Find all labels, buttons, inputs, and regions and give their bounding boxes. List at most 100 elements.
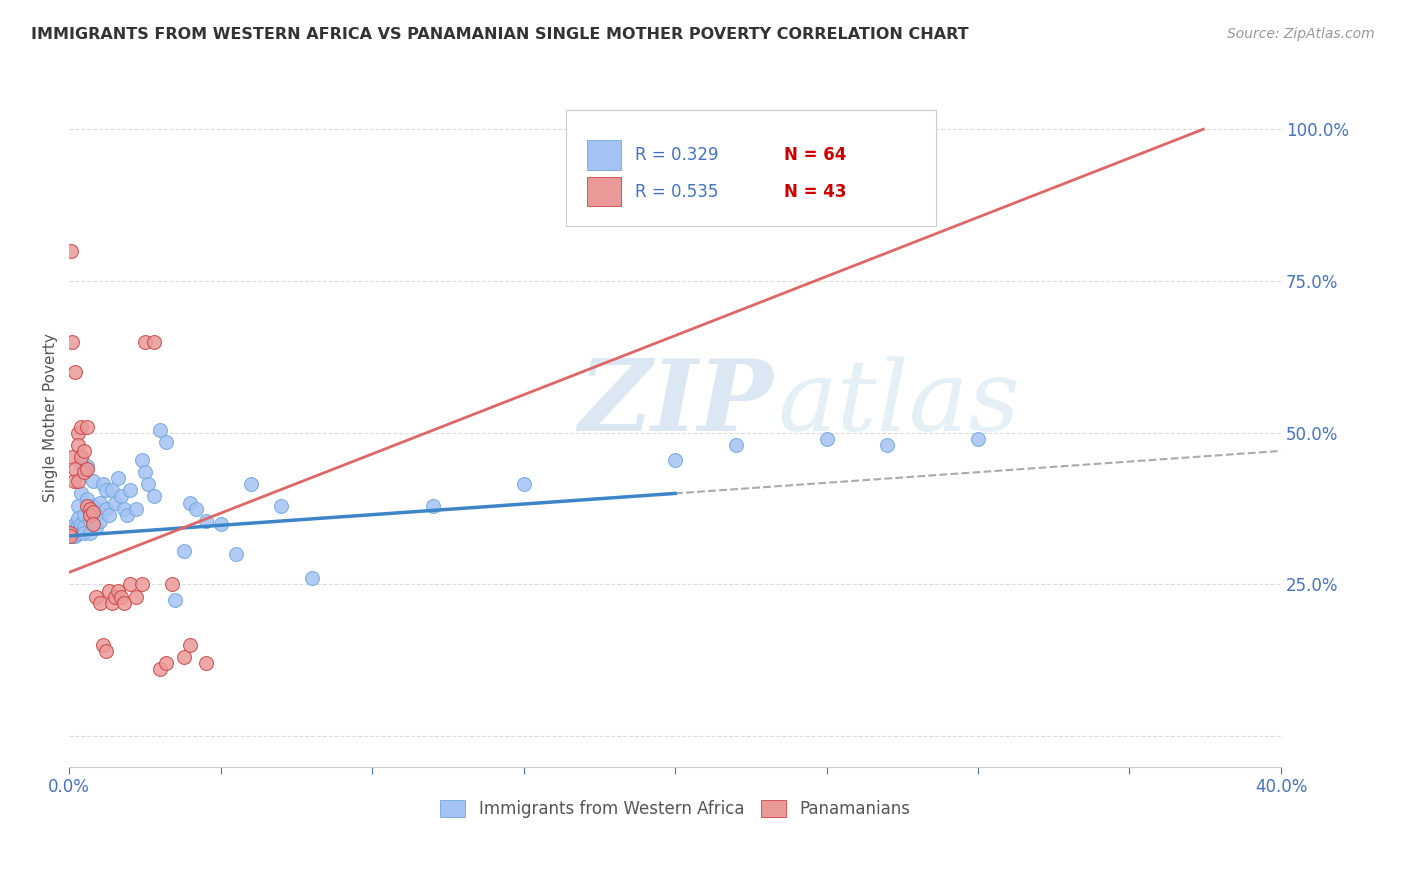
Point: [62, 475, 84, 489]
Point: [94, 483, 117, 498]
Point: [107, 583, 129, 598]
Point: [79, 508, 101, 522]
Point: [270, 499, 292, 513]
Bar: [586, 140, 620, 169]
Point: [125, 501, 148, 516]
Point: [100, 596, 122, 610]
Point: [131, 453, 153, 467]
Point: [79, 525, 101, 540]
Point: [73, 520, 96, 534]
Text: N = 64: N = 64: [785, 146, 846, 164]
Point: [104, 590, 127, 604]
Point: [59, 523, 82, 537]
Point: [67, 475, 90, 489]
Point: [194, 514, 217, 528]
Point: [82, 505, 104, 519]
Point: [67, 438, 90, 452]
Point: [104, 495, 127, 509]
Point: [131, 577, 153, 591]
Point: [240, 477, 263, 491]
Text: Source: ZipAtlas.com: Source: ZipAtlas.com: [1227, 27, 1375, 41]
Point: [69, 520, 91, 534]
Text: R = 0.329: R = 0.329: [636, 146, 718, 164]
Point: [134, 334, 156, 349]
Point: [60, 520, 83, 534]
Text: N = 43: N = 43: [785, 183, 846, 201]
Point: [179, 638, 201, 652]
Point: [65, 516, 87, 531]
Point: [173, 544, 195, 558]
Point: [76, 499, 98, 513]
Point: [94, 644, 117, 658]
Point: [91, 638, 114, 652]
Point: [110, 590, 132, 604]
Point: [76, 492, 98, 507]
Point: [194, 657, 217, 671]
Point: [67, 499, 90, 513]
Point: [67, 510, 90, 524]
Point: [82, 475, 104, 489]
Text: atlas: atlas: [778, 356, 1021, 451]
Point: [724, 438, 747, 452]
Point: [512, 477, 534, 491]
Point: [65, 462, 87, 476]
Point: [62, 529, 84, 543]
Point: [73, 444, 96, 458]
Point: [149, 423, 172, 437]
Text: IMMIGRANTS FROM WESTERN AFRICA VS PANAMANIAN SINGLE MOTHER POVERTY CORRELATION C: IMMIGRANTS FROM WESTERN AFRICA VS PANAMA…: [31, 27, 969, 42]
Point: [118, 577, 141, 591]
Point: [301, 571, 323, 585]
Point: [76, 459, 98, 474]
Point: [160, 577, 183, 591]
Point: [79, 501, 101, 516]
Point: [70, 486, 93, 500]
Point: [76, 419, 98, 434]
Point: [186, 501, 208, 516]
Point: [664, 453, 686, 467]
Point: [125, 590, 148, 604]
Point: [112, 501, 135, 516]
Point: [86, 520, 108, 534]
Point: [118, 483, 141, 498]
Point: [70, 419, 93, 434]
Point: [89, 514, 111, 528]
Point: [94, 501, 117, 516]
Point: [422, 499, 444, 513]
Point: [209, 516, 232, 531]
Point: [59, 525, 82, 540]
FancyBboxPatch shape: [567, 111, 935, 226]
Y-axis label: Single Mother Poverty: Single Mother Poverty: [44, 333, 58, 502]
Bar: [586, 178, 620, 206]
Point: [155, 657, 177, 671]
Point: [967, 432, 990, 446]
Point: [73, 525, 96, 540]
Point: [67, 525, 90, 540]
Point: [67, 425, 90, 440]
Point: [115, 508, 138, 522]
Point: [97, 508, 120, 522]
Point: [70, 450, 93, 464]
Point: [86, 590, 108, 604]
Point: [165, 592, 187, 607]
Point: [179, 495, 201, 509]
Text: R = 0.535: R = 0.535: [636, 183, 718, 201]
Point: [143, 334, 166, 349]
Point: [89, 596, 111, 610]
Point: [110, 490, 132, 504]
Point: [65, 365, 87, 379]
Point: [876, 438, 898, 452]
Point: [112, 596, 135, 610]
Point: [149, 662, 172, 676]
Point: [79, 514, 101, 528]
Point: [58, 525, 80, 540]
Point: [143, 490, 166, 504]
Point: [60, 529, 83, 543]
Point: [136, 477, 159, 491]
Point: [155, 434, 177, 449]
Point: [73, 508, 96, 522]
Point: [86, 508, 108, 522]
Point: [65, 529, 87, 543]
Point: [82, 516, 104, 531]
Point: [59, 529, 82, 543]
Point: [79, 501, 101, 516]
